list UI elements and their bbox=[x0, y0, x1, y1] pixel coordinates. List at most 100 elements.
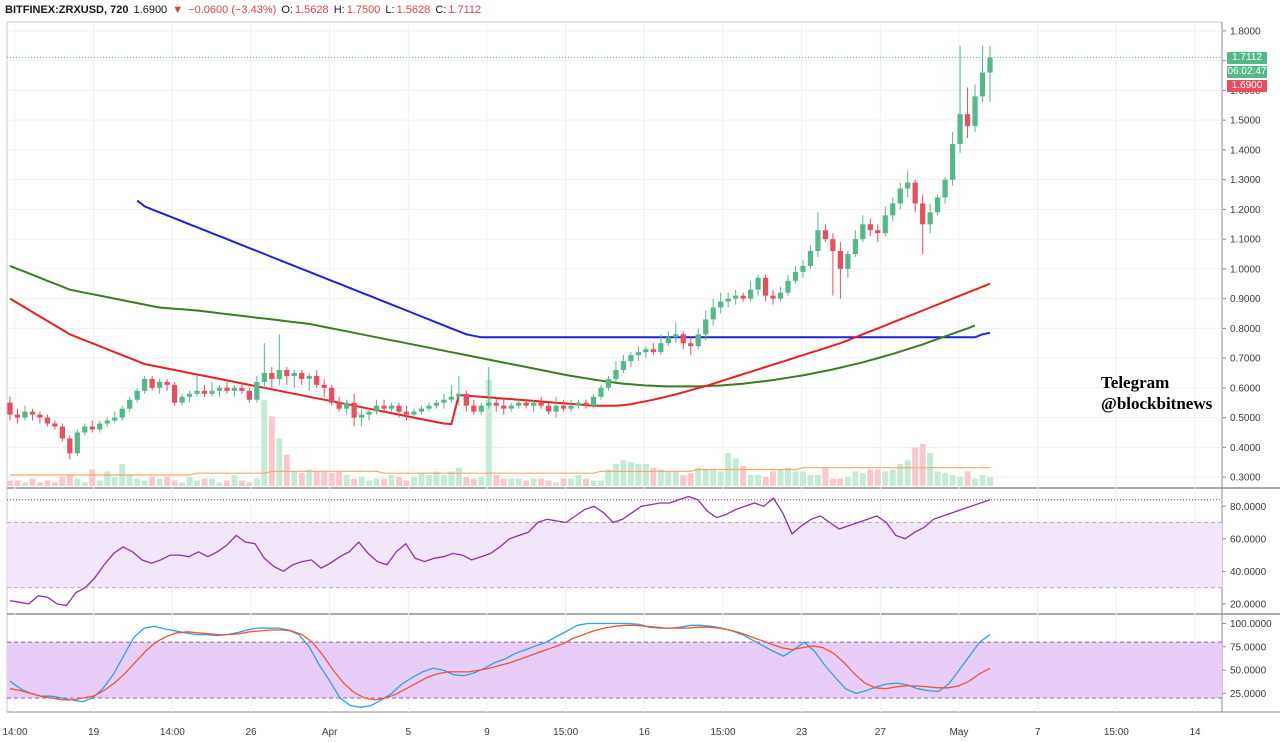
candle-body bbox=[852, 239, 858, 254]
candle-body bbox=[239, 387, 245, 391]
stoch-tick-label: 100.0000 bbox=[1230, 619, 1272, 630]
volume-bar bbox=[642, 464, 649, 486]
volume-bar bbox=[792, 471, 799, 486]
volume-bar bbox=[695, 467, 702, 486]
volume-bar bbox=[747, 475, 754, 486]
volume-bar bbox=[814, 475, 821, 486]
price-tick-label: 1.4000 bbox=[1230, 145, 1261, 156]
candle-body bbox=[508, 405, 514, 409]
volume-bar bbox=[770, 471, 777, 486]
candle-body bbox=[186, 393, 193, 397]
volume-bar bbox=[612, 464, 619, 486]
volume-bar bbox=[179, 482, 186, 486]
time-tick-label: 14:00 bbox=[160, 727, 185, 738]
candle-body bbox=[568, 405, 574, 409]
candle-body bbox=[695, 334, 701, 347]
stoch-tick-label: 50.0000 bbox=[1230, 666, 1267, 677]
candle-body bbox=[553, 405, 559, 412]
candle-body bbox=[89, 426, 95, 430]
candle-body bbox=[860, 224, 866, 240]
volume-bar bbox=[141, 480, 148, 486]
volume-bar bbox=[755, 475, 762, 486]
candle-body bbox=[897, 188, 903, 204]
candle-body bbox=[456, 393, 462, 397]
candle-body bbox=[112, 417, 118, 421]
candle-body bbox=[516, 402, 522, 406]
candle-body bbox=[381, 405, 387, 409]
volume-bar bbox=[538, 478, 545, 486]
volume-bar bbox=[912, 447, 919, 486]
rsi-tick-label: 80.0000 bbox=[1230, 502, 1267, 513]
candle-body bbox=[650, 349, 656, 353]
candle-body bbox=[291, 372, 297, 376]
time-tick-label: 19 bbox=[88, 727, 100, 738]
candle-body bbox=[688, 343, 694, 347]
volume-bar bbox=[425, 475, 432, 486]
candle-body bbox=[44, 417, 51, 424]
volume-bar bbox=[231, 475, 238, 486]
candle-body bbox=[523, 402, 529, 406]
rsi-tick-label: 60.0000 bbox=[1230, 534, 1267, 545]
ma-red-line bbox=[9, 282, 991, 426]
candle-body bbox=[329, 387, 335, 403]
volume-bar bbox=[388, 475, 395, 486]
candle-body bbox=[448, 396, 454, 400]
candle-body bbox=[770, 295, 776, 299]
volume-bar bbox=[837, 478, 844, 486]
time-tick-label: 9 bbox=[484, 727, 490, 738]
time-tick-label: May bbox=[950, 727, 969, 738]
candle-body bbox=[209, 390, 215, 394]
candle-body bbox=[658, 343, 664, 353]
volume-bar bbox=[14, 480, 21, 486]
price-tick-label: 0.4000 bbox=[1230, 443, 1261, 454]
candle-body bbox=[74, 432, 80, 454]
time-tick-label: 15:00 bbox=[1104, 727, 1129, 738]
volume-bar bbox=[627, 462, 634, 486]
stoch-tick-label: 75.0000 bbox=[1230, 642, 1267, 653]
candle-body bbox=[433, 402, 440, 406]
candle-body bbox=[628, 355, 634, 362]
candle-body bbox=[501, 405, 507, 409]
candle-body bbox=[269, 372, 275, 379]
watermark-line-2: @blockbitnews bbox=[1101, 394, 1213, 413]
candle-body bbox=[575, 402, 582, 406]
volume-bar bbox=[463, 476, 470, 486]
volume-bar bbox=[51, 482, 58, 486]
candle-body bbox=[471, 405, 477, 412]
candle-body bbox=[164, 381, 170, 385]
volume-bar bbox=[545, 480, 552, 486]
close-label: C: bbox=[435, 4, 447, 16]
volume-bar bbox=[253, 478, 260, 486]
volume-bar bbox=[223, 480, 230, 486]
candle-body bbox=[246, 390, 253, 400]
time-tick-label: 5 bbox=[406, 727, 412, 738]
volume-bar bbox=[964, 471, 971, 486]
candle-body bbox=[703, 319, 709, 335]
candle-body bbox=[396, 405, 402, 412]
candle-body bbox=[875, 230, 881, 234]
volume-bar bbox=[111, 476, 118, 486]
rsi-band bbox=[7, 522, 1222, 588]
volume-bar bbox=[949, 475, 956, 486]
candle-body bbox=[635, 352, 642, 356]
candle-body bbox=[157, 381, 163, 388]
volume-bar bbox=[216, 482, 223, 486]
candle-body bbox=[890, 203, 896, 216]
volume-bar bbox=[575, 475, 582, 486]
candle-body bbox=[388, 405, 395, 409]
last-price: 1.6900 bbox=[133, 4, 168, 16]
low-value: 1.5628 bbox=[396, 4, 431, 16]
candle-body bbox=[673, 334, 679, 338]
candle-body bbox=[613, 370, 619, 379]
price-tick-label: 0.6000 bbox=[1230, 383, 1261, 394]
volume-bar bbox=[919, 443, 926, 486]
volume-bar bbox=[171, 480, 178, 486]
volume-bar bbox=[867, 469, 874, 486]
candle-body bbox=[590, 396, 597, 406]
candle-body bbox=[560, 405, 567, 409]
volume-bar bbox=[762, 476, 769, 486]
volume-bar bbox=[478, 476, 485, 486]
volume-bar bbox=[799, 471, 806, 486]
candle-body bbox=[299, 372, 305, 379]
